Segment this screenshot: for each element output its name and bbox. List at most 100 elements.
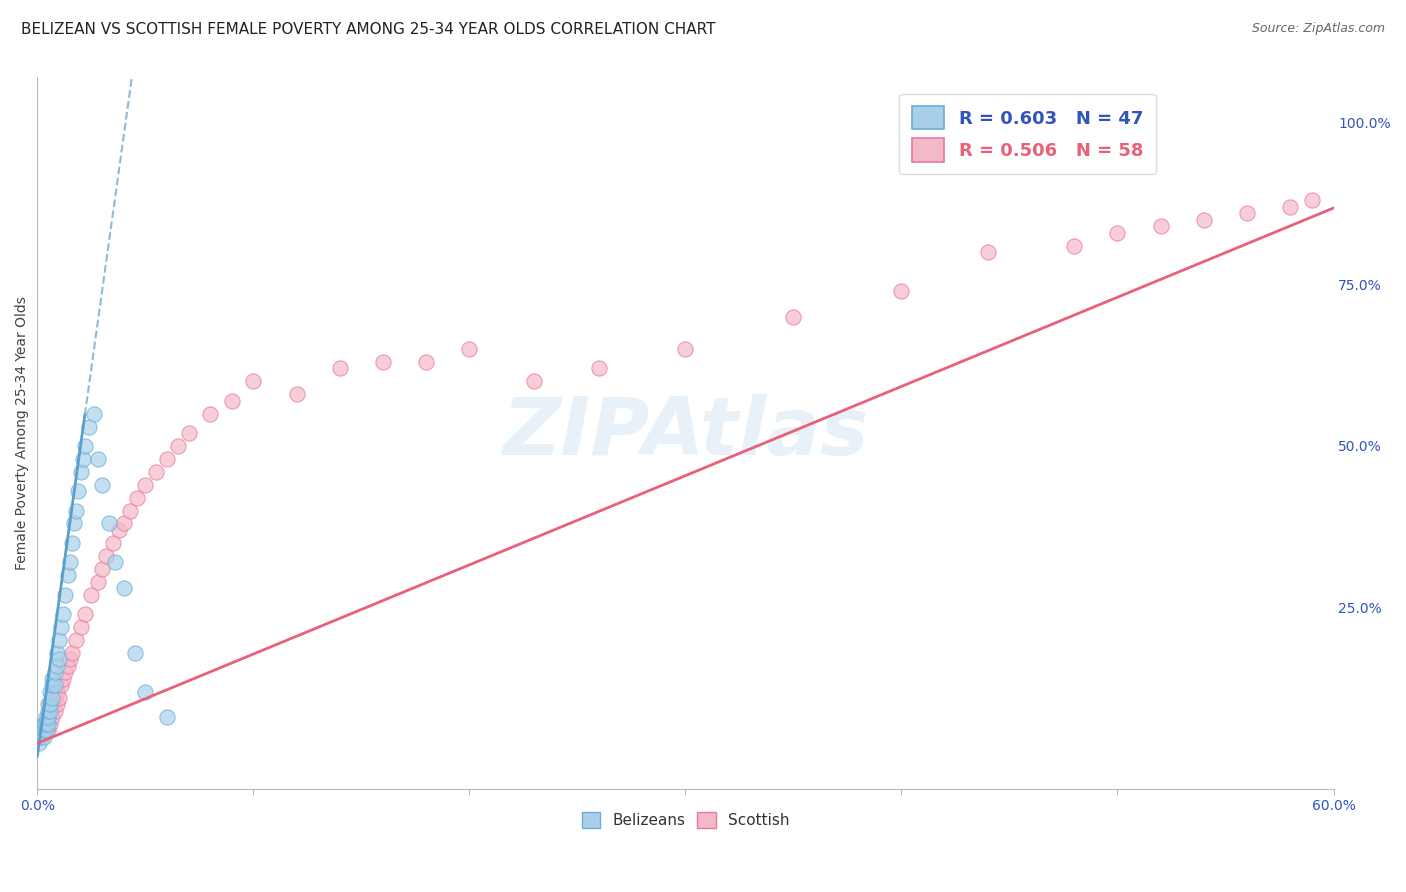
Point [166, 439, 188, 453]
Point [83, 407, 105, 421]
Point [890, 284, 912, 298]
Point [285, 387, 308, 401]
Point [55, 665, 77, 680]
Point [97, 516, 120, 531]
Point [60, 536, 83, 550]
Point [329, 361, 352, 376]
Point [37, 698, 59, 712]
Point [44, 678, 66, 692]
Point [104, 555, 127, 569]
Point [48, 691, 70, 706]
Point [63, 516, 86, 531]
Point [91, 562, 114, 576]
Point [415, 355, 437, 369]
Point [55, 588, 77, 602]
Point [371, 355, 394, 369]
Y-axis label: Female Poverty Among 25-34 Year Olds: Female Poverty Among 25-34 Year Olds [15, 296, 30, 570]
Point [101, 536, 124, 550]
Point [39, 698, 62, 712]
Point [782, 310, 804, 324]
Point [177, 425, 200, 440]
Point [87, 574, 110, 589]
Point [45, 646, 67, 660]
Point [134, 477, 156, 491]
Point [59, 652, 82, 666]
Point [44, 704, 66, 718]
Point [156, 451, 179, 466]
Point [65, 632, 87, 647]
Point [32, 717, 55, 731]
Point [80, 588, 103, 602]
Point [120, 503, 142, 517]
Point [112, 516, 135, 531]
Point [198, 407, 221, 421]
Point [977, 244, 1000, 259]
Point [124, 646, 146, 660]
Point [35, 717, 58, 731]
Point [242, 374, 264, 388]
Point [39, 704, 62, 718]
Point [37, 704, 59, 718]
Point [673, 342, 696, 356]
Point [1279, 200, 1302, 214]
Point [35, 710, 58, 724]
Point [52, 607, 75, 621]
Point [91, 477, 114, 491]
Point [221, 393, 243, 408]
Point [145, 465, 167, 479]
Point [32, 717, 55, 731]
Point [44, 665, 66, 680]
Point [45, 684, 67, 698]
Point [49, 620, 72, 634]
Point [48, 632, 70, 647]
Point [48, 652, 70, 666]
Point [39, 704, 62, 718]
Point [1063, 238, 1085, 252]
Text: Source: ZipAtlas.com: Source: ZipAtlas.com [1251, 22, 1385, 36]
Point [108, 523, 131, 537]
Point [77, 419, 100, 434]
Point [41, 698, 63, 712]
Point [49, 678, 72, 692]
Legend: Belizeans, Scottish: Belizeans, Scottish [575, 806, 796, 834]
Point [31, 723, 53, 738]
Point [44, 691, 66, 706]
Point [1236, 206, 1258, 220]
Point [96, 549, 118, 563]
Point [1301, 194, 1323, 208]
Point [41, 691, 63, 706]
Point [32, 730, 55, 744]
Point [1192, 212, 1215, 227]
Point [37, 710, 59, 724]
Point [52, 672, 75, 686]
Point [523, 374, 546, 388]
Point [31, 723, 53, 738]
Point [35, 717, 58, 731]
Text: BELIZEAN VS SCOTTISH FEMALE POVERTY AMONG 25-34 YEAR OLDS CORRELATION CHART: BELIZEAN VS SCOTTISH FEMALE POVERTY AMON… [21, 22, 716, 37]
Point [60, 646, 83, 660]
Point [39, 684, 62, 698]
Point [35, 723, 58, 738]
Text: ZIPAtlas: ZIPAtlas [502, 394, 869, 472]
Point [45, 658, 67, 673]
Point [37, 710, 59, 724]
Point [41, 672, 63, 686]
Point [37, 717, 59, 731]
Point [72, 451, 94, 466]
Point [156, 710, 179, 724]
Point [65, 503, 87, 517]
Point [41, 710, 63, 724]
Point [87, 451, 110, 466]
Point [73, 439, 96, 453]
Point [458, 342, 481, 356]
Point [41, 678, 63, 692]
Point [32, 723, 55, 738]
Point [45, 698, 67, 712]
Point [56, 568, 79, 582]
Point [134, 684, 156, 698]
Point [31, 730, 53, 744]
Point [112, 581, 135, 595]
Point [125, 491, 148, 505]
Point [73, 607, 96, 621]
Point [28, 736, 51, 750]
